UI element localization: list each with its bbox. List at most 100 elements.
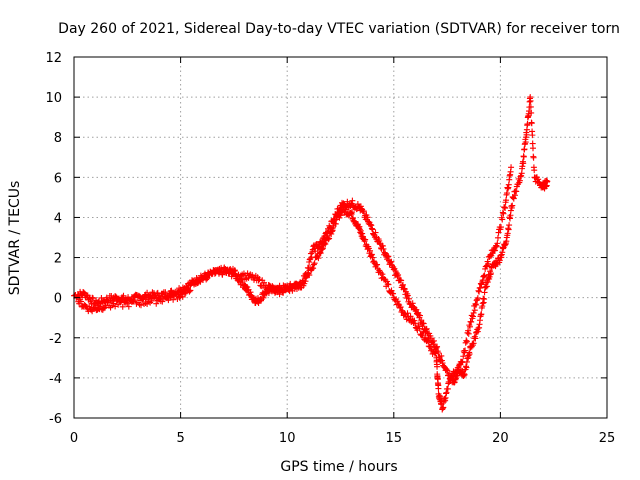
data-point: [499, 209, 506, 216]
data-point: [151, 294, 158, 301]
data-point: [435, 349, 442, 356]
data-point: [182, 289, 189, 296]
data-point: [82, 302, 89, 309]
data-point: [420, 320, 427, 327]
y-tick-label: 8: [54, 131, 62, 146]
data-point: [305, 265, 312, 272]
data-point: [494, 234, 501, 241]
data-point: [474, 328, 481, 335]
data-point: [427, 335, 434, 342]
data-point: [469, 313, 476, 320]
data-point: [179, 293, 186, 300]
data-point: [520, 160, 527, 167]
plot-frame: [73, 56, 608, 419]
x-tick-label: 0: [70, 431, 78, 446]
data-point: [465, 327, 472, 334]
data-point: [423, 326, 430, 333]
data-point: [319, 245, 326, 252]
chart-title: Day 260 of 2021, Sidereal Day-to-day VTE…: [58, 21, 620, 37]
data-point: [531, 167, 538, 174]
data-point: [401, 286, 408, 293]
data-point: [479, 277, 486, 284]
data-point: [379, 271, 386, 278]
data-point: [416, 312, 423, 319]
x-axis-ticks: 0 5 10 15 20 25: [70, 57, 615, 446]
data-point: [411, 317, 418, 324]
data-point: [289, 287, 296, 294]
data-point: [503, 197, 510, 204]
data-point: [362, 236, 369, 243]
data-point: [493, 243, 500, 250]
data-point: [388, 258, 395, 265]
data-point: [433, 344, 440, 351]
data-point: [379, 242, 386, 249]
data-point: [483, 283, 490, 290]
data-point: [325, 228, 332, 235]
data-point: [260, 294, 267, 301]
data-point: [454, 370, 461, 377]
data-point: [125, 303, 132, 310]
data-point: [321, 236, 328, 243]
data-point: [357, 203, 364, 210]
data-point: [535, 176, 542, 183]
data-point: [543, 183, 550, 190]
data-point: [148, 298, 155, 305]
data-point: [448, 372, 455, 379]
data-point: [472, 300, 479, 307]
data-point: [487, 270, 494, 277]
data-point: [516, 177, 523, 184]
data-point: [131, 297, 138, 304]
data-point: [344, 198, 351, 205]
x-tick-label: 10: [279, 431, 296, 446]
data-point: [181, 290, 188, 297]
data-point: [231, 267, 238, 274]
data-point: [308, 254, 315, 261]
data-point: [315, 255, 322, 262]
data-point: [388, 287, 395, 294]
y-tick-label: 4: [54, 211, 62, 226]
data-point: [505, 181, 512, 188]
data-point: [140, 295, 147, 302]
data-point: [446, 375, 453, 382]
y-tick-label: 6: [54, 171, 62, 186]
data-point: [317, 250, 324, 257]
data-point: [395, 271, 402, 278]
data-point: [249, 272, 256, 279]
data-point: [498, 224, 505, 231]
data-point: [138, 302, 145, 309]
data-point: [471, 307, 478, 314]
data-point: [303, 272, 310, 279]
data-points: [71, 94, 551, 413]
data-point: [494, 240, 501, 247]
data-point: [404, 292, 411, 299]
data-point: [319, 240, 326, 247]
data-point: [302, 278, 309, 285]
data-point: [499, 216, 506, 223]
data-point: [480, 273, 487, 280]
data-point: [459, 359, 466, 366]
data-point: [462, 347, 469, 354]
data-point: [119, 303, 126, 310]
data-point: [481, 296, 488, 303]
data-point: [528, 120, 535, 127]
data-point: [176, 294, 183, 301]
data-point: [409, 300, 416, 307]
data-point: [513, 188, 520, 195]
data-point: [431, 337, 438, 344]
data-point: [354, 201, 361, 208]
data-point: [78, 298, 85, 305]
data-point: [256, 276, 263, 283]
data-point: [468, 318, 475, 325]
data-point: [385, 281, 392, 288]
data-point: [423, 325, 430, 332]
data-point: [383, 278, 390, 285]
data-point: [404, 310, 411, 317]
data-point: [475, 287, 482, 294]
data-point: [418, 317, 425, 324]
y-tick-label: 10: [45, 91, 62, 106]
x-tick-label: 25: [599, 431, 616, 446]
data-point: [395, 301, 402, 308]
data-point: [369, 254, 376, 261]
data-point: [527, 97, 534, 104]
data-point: [209, 270, 216, 277]
